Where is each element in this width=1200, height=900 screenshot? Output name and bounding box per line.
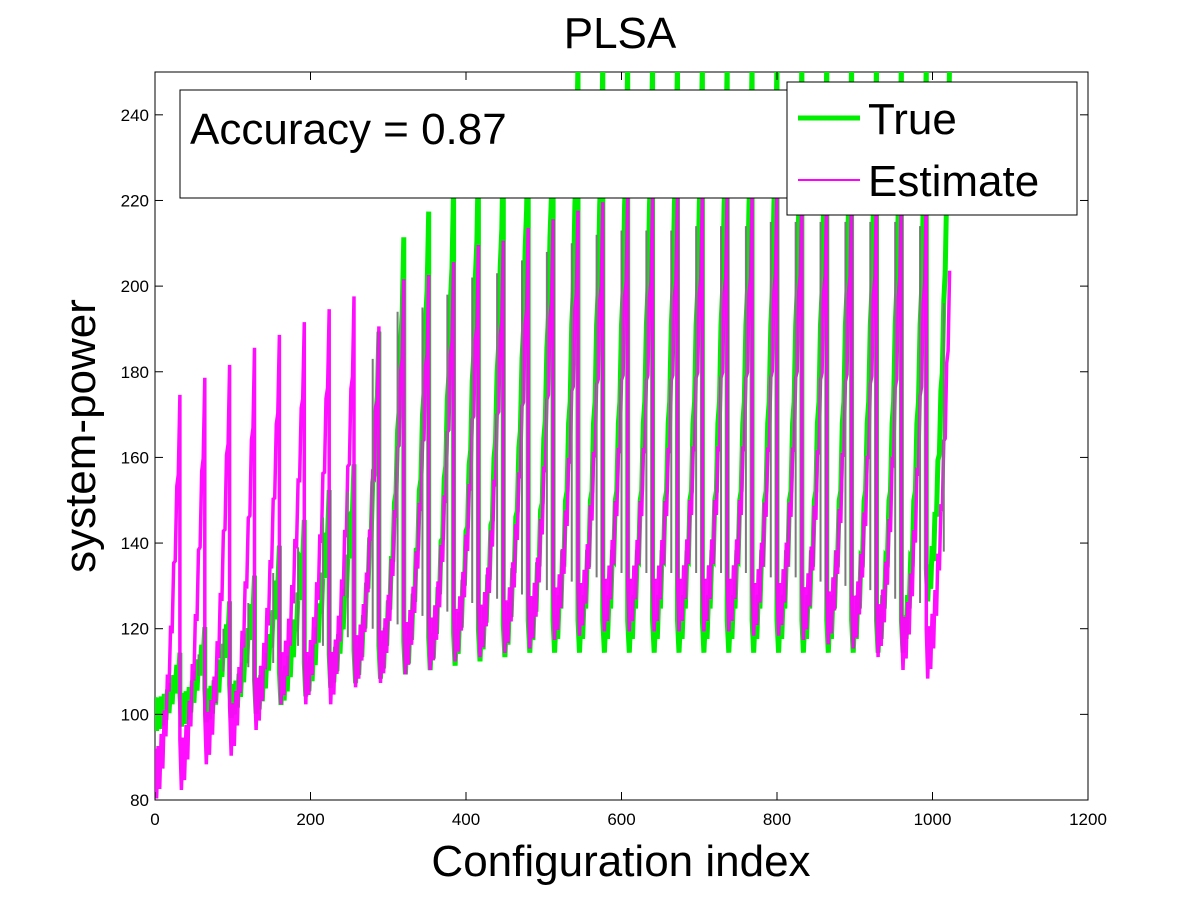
legend-label-true: True xyxy=(868,95,957,144)
y-tick-label: 220 xyxy=(121,191,149,210)
series-estimate-line xyxy=(155,189,952,799)
chart-title: PLSA xyxy=(564,9,677,58)
legend: True Estimate xyxy=(786,81,1078,216)
y-tick-label: 80 xyxy=(130,791,149,810)
x-tick-label: 1200 xyxy=(1069,810,1107,829)
annotation-box xyxy=(179,89,793,199)
y-tick-label: 140 xyxy=(121,534,149,553)
y-tick-label: 100 xyxy=(121,705,149,724)
x-tick-label: 0 xyxy=(150,810,159,829)
y-tick-label: 240 xyxy=(121,106,149,125)
y-axis-label: system-power xyxy=(56,299,105,573)
series-layer xyxy=(155,72,952,799)
legend-label-estimate: Estimate xyxy=(868,157,1039,206)
y-tick-label: 180 xyxy=(121,363,149,382)
x-tick-label: 200 xyxy=(296,810,324,829)
accuracy-annotation: Accuracy = 0.87 xyxy=(179,89,793,199)
y-tick-label: 200 xyxy=(121,277,149,296)
x-tick-label: 400 xyxy=(452,810,480,829)
x-tick-label: 800 xyxy=(763,810,791,829)
y-tick-label: 120 xyxy=(121,620,149,639)
annotation-text: Accuracy = 0.87 xyxy=(190,105,507,154)
y-tick-label: 160 xyxy=(121,448,149,467)
x-tick-label: 600 xyxy=(607,810,635,829)
ticks-layer: 0 200 400 600 800 1000 1200 80 100 120 140 160 180 20… xyxy=(121,72,1107,829)
x-axis-label: Configuration index xyxy=(431,837,810,886)
legend-box xyxy=(786,81,1078,216)
x-tick-label: 1000 xyxy=(914,810,952,829)
